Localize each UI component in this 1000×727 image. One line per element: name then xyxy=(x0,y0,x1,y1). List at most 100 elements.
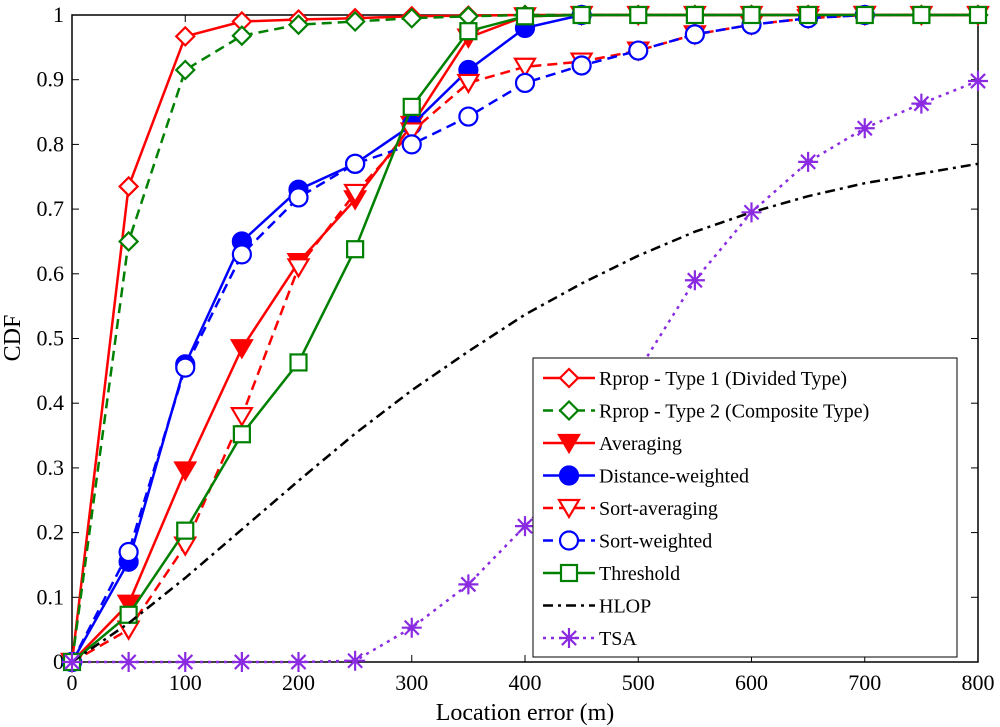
data-point xyxy=(346,240,365,259)
legend-entry: Rprop - Type 1 (Divided Type) xyxy=(543,367,847,390)
data-point xyxy=(231,244,252,265)
legend-entry: Rprop - Type 2 (Composite Type) xyxy=(543,399,869,423)
series-7 xyxy=(71,162,979,664)
data-point xyxy=(288,187,309,208)
data-point xyxy=(513,57,537,78)
data-point xyxy=(515,7,535,26)
data-point xyxy=(514,72,536,94)
x-tick-label: 400 xyxy=(509,670,542,695)
data-point xyxy=(458,574,479,595)
data-point xyxy=(685,5,704,25)
legend-entry: Threshold xyxy=(543,563,680,585)
data-point xyxy=(401,7,423,29)
legend-marker xyxy=(558,465,580,486)
legend-entry: Sort-averaging xyxy=(543,498,718,520)
legend-entry: Averaging xyxy=(543,433,682,455)
data-point xyxy=(116,594,141,615)
data-point xyxy=(628,40,649,61)
data-point xyxy=(458,106,479,127)
axis-ticks: 0 100 200 300 400 500 600 700 800 0 0.1 0.2 0.3 0.4 0.… xyxy=(37,2,995,695)
data-point xyxy=(229,407,254,428)
data-point xyxy=(742,5,761,25)
legend-box xyxy=(532,357,958,658)
y-tick-label: 1 xyxy=(53,2,64,27)
data-point xyxy=(345,650,366,671)
data-point xyxy=(62,652,82,672)
y-tick-label: 0 xyxy=(53,649,64,674)
data-point xyxy=(118,541,139,563)
series-6 xyxy=(62,5,988,672)
data-point xyxy=(118,652,139,672)
data-point xyxy=(118,175,140,198)
data-point xyxy=(232,425,251,444)
data-point xyxy=(174,25,196,47)
data-point xyxy=(854,118,875,139)
legend-marker xyxy=(559,628,579,648)
legend-label: Rprop - Type 1 (Divided Type) xyxy=(599,368,847,390)
data-point xyxy=(229,339,254,360)
series-line xyxy=(71,162,979,664)
data-point xyxy=(798,151,819,172)
x-tick-label: 600 xyxy=(735,670,768,695)
data-point xyxy=(174,59,196,81)
y-axis-label: CDF xyxy=(0,315,26,362)
legend-label: TSA xyxy=(599,628,637,650)
legend-entry: Sort-weighted xyxy=(543,530,712,553)
data-point xyxy=(459,22,478,41)
legend-marker xyxy=(557,498,581,520)
legend-label: Averaging xyxy=(599,433,682,455)
legend-label: HLOP xyxy=(599,596,651,618)
data-point xyxy=(231,25,253,47)
data-point xyxy=(968,70,988,91)
data-point xyxy=(119,605,138,624)
data-point xyxy=(288,652,309,672)
legend-entry: TSA xyxy=(543,628,637,650)
data-point xyxy=(176,521,195,540)
y-tick-label: 0.5 xyxy=(37,326,65,351)
x-tick-label: 200 xyxy=(282,670,315,695)
data-point xyxy=(231,652,252,672)
data-point xyxy=(684,270,705,291)
data-point xyxy=(456,73,481,95)
x-tick-label: 300 xyxy=(395,670,428,695)
data-point xyxy=(287,14,310,36)
data-point xyxy=(175,652,196,672)
x-tick-label: 500 xyxy=(622,670,655,695)
x-tick-label: 0 xyxy=(67,670,78,695)
y-tick-label: 0.8 xyxy=(37,131,65,156)
data-point xyxy=(684,24,705,45)
y-tick-label: 0.7 xyxy=(37,196,65,221)
y-tick-label: 0.6 xyxy=(37,261,65,286)
y-tick-label: 0.4 xyxy=(37,390,65,415)
legend-marker xyxy=(558,399,580,422)
data-point xyxy=(175,357,196,378)
series-layer xyxy=(60,4,990,674)
legend-marker xyxy=(558,530,580,551)
x-tick-label: 100 xyxy=(169,670,202,695)
legend-entry: HLOP xyxy=(543,596,651,618)
legend-entry: Distance-weighted xyxy=(543,465,749,488)
data-point xyxy=(572,5,591,25)
data-point xyxy=(289,353,308,372)
data-point xyxy=(343,183,368,205)
data-point xyxy=(401,617,422,638)
legend-label: Sort-weighted xyxy=(599,531,712,553)
legend-marker xyxy=(558,367,580,389)
legend-label: Distance-weighted xyxy=(599,466,749,488)
data-point xyxy=(515,516,535,537)
series-line xyxy=(71,13,865,664)
legend: Rprop - Type 1 (Divided Type) Rprop - Typ… xyxy=(532,357,958,658)
data-point xyxy=(571,55,592,76)
x-tick-label: 800 xyxy=(962,670,995,695)
y-tick-label: 0.1 xyxy=(37,584,65,609)
x-axis-label: Location error (m) xyxy=(436,700,615,726)
data-point xyxy=(344,10,366,33)
data-point xyxy=(912,5,931,25)
x-tick-label: 700 xyxy=(848,670,881,695)
data-point xyxy=(399,122,424,143)
y-tick-label: 0.2 xyxy=(37,520,65,545)
data-point xyxy=(118,230,140,253)
y-tick-label: 0.3 xyxy=(37,455,65,480)
data-point xyxy=(855,5,874,25)
